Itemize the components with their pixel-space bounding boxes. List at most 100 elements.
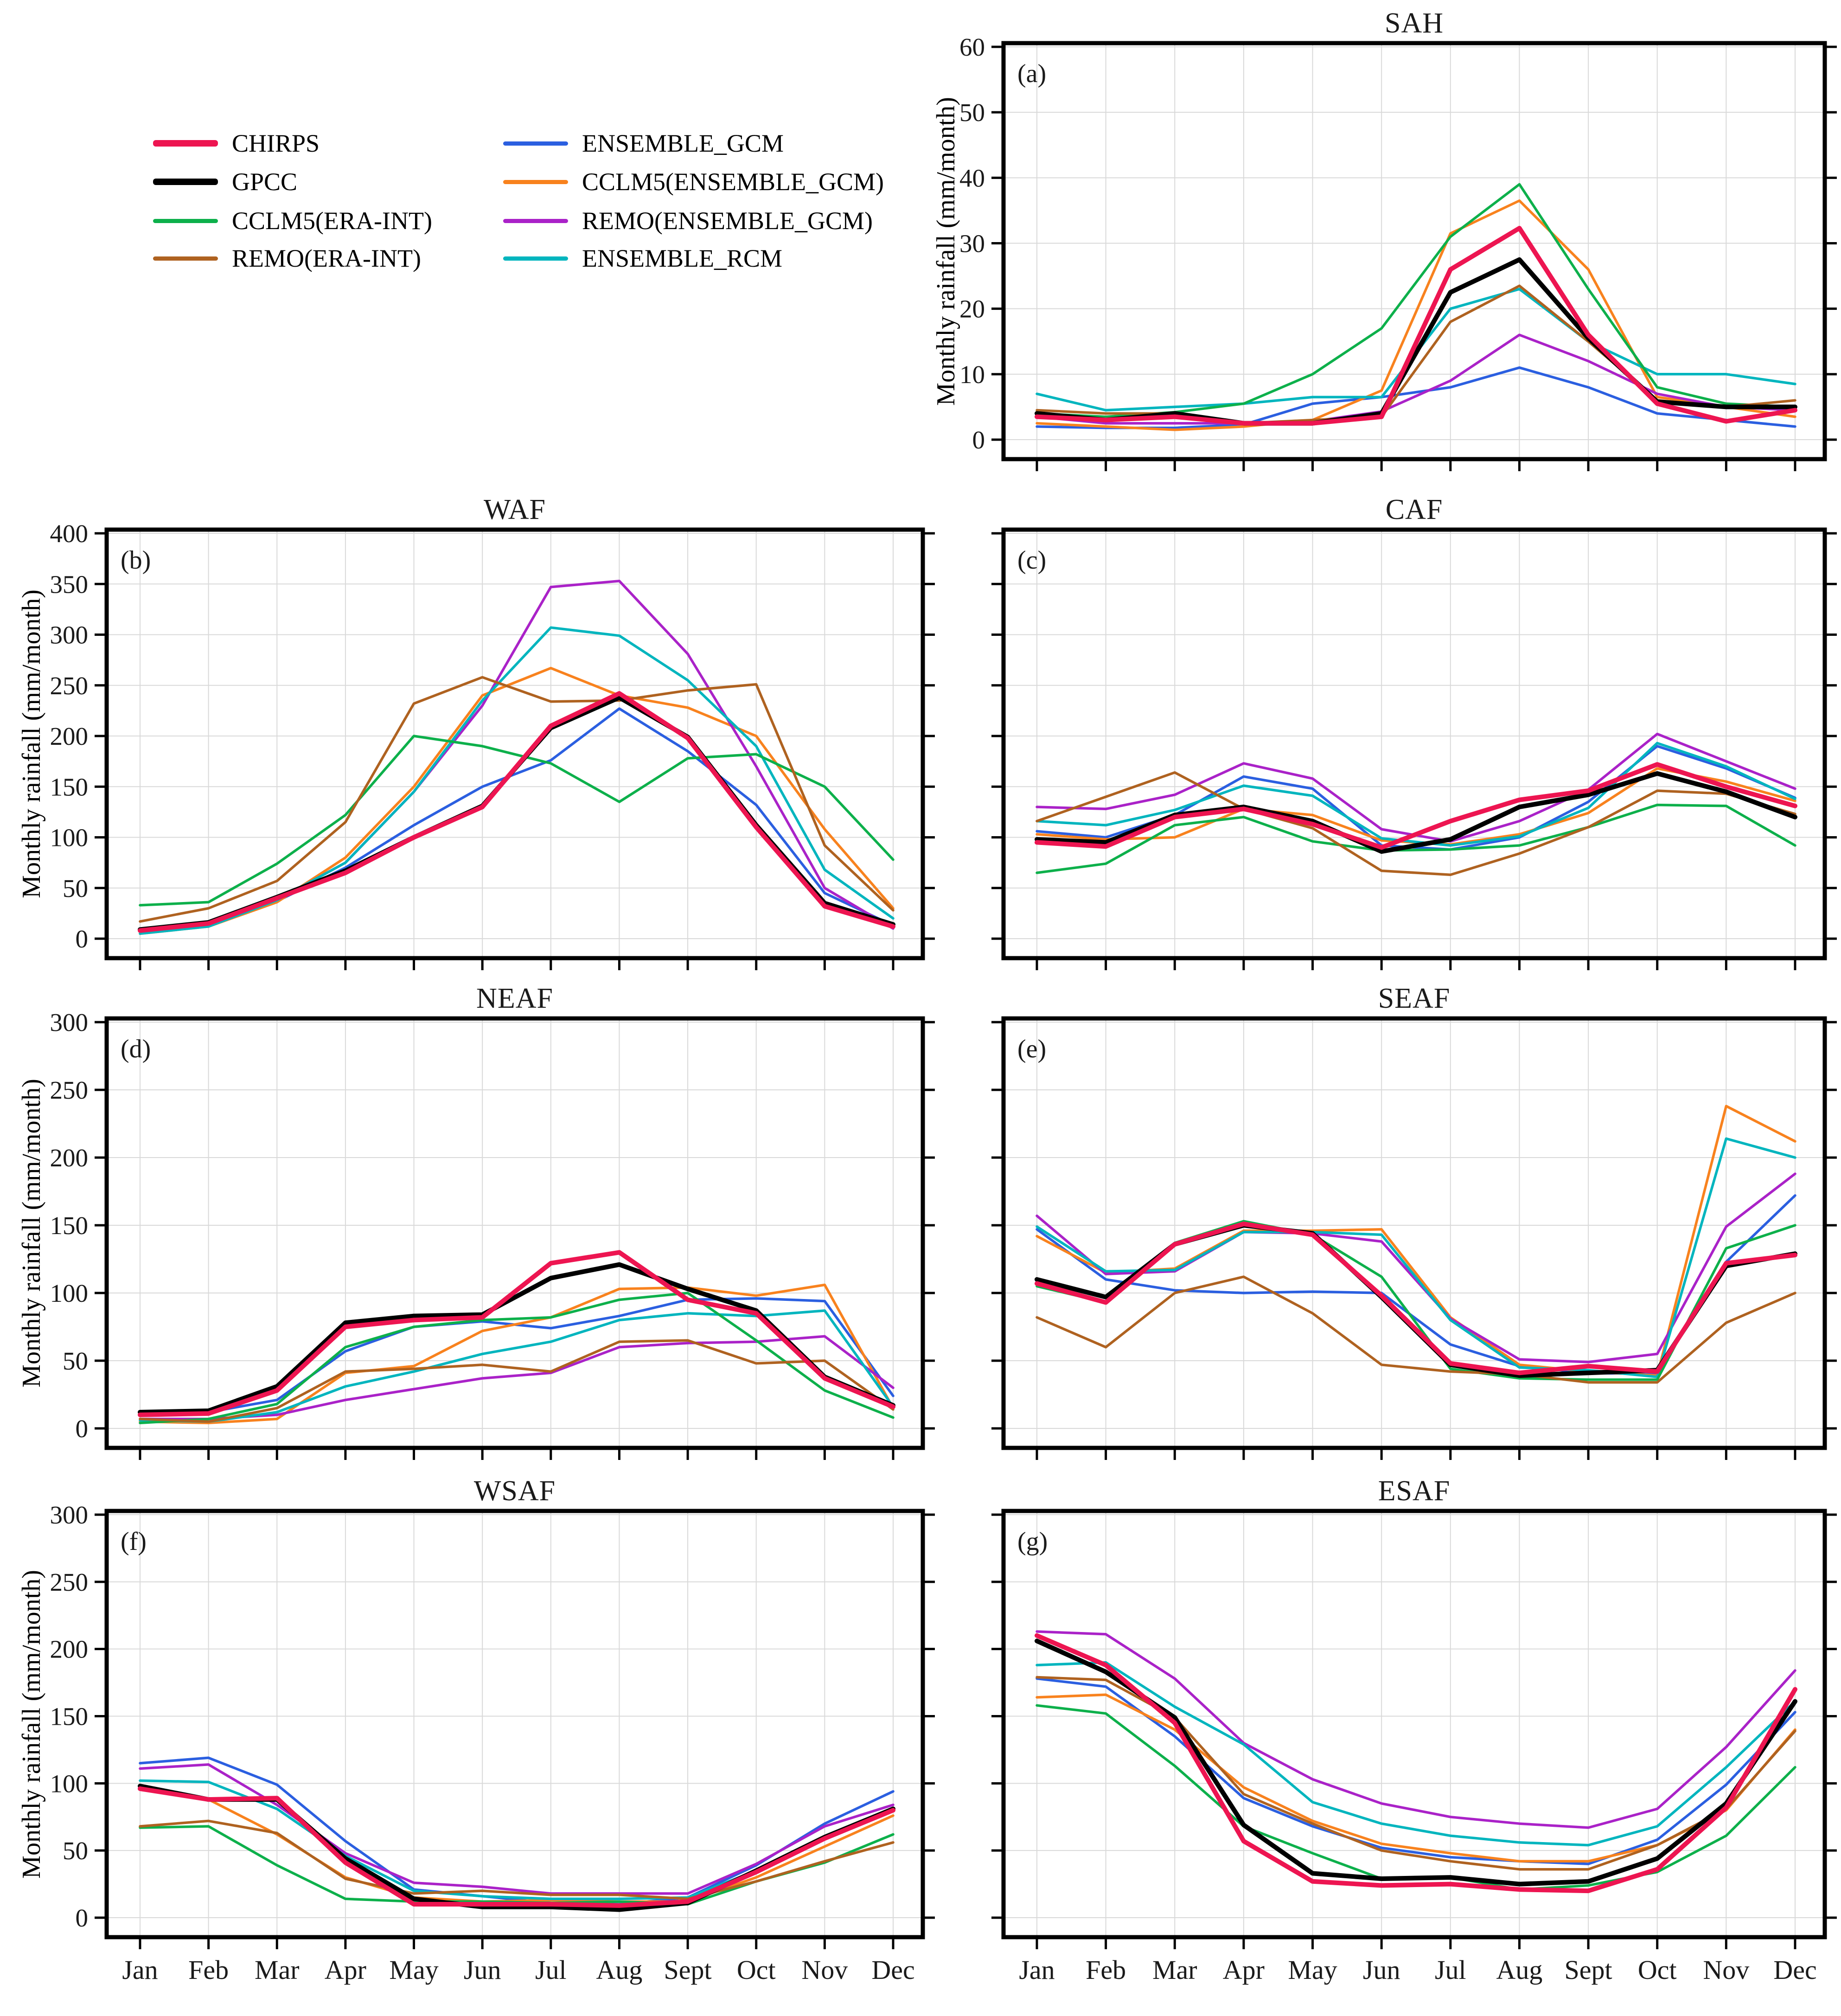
series-line-chirps [1035,226,1797,426]
panel-letter: (g) [1017,1527,1048,1556]
gridlines [1004,43,1825,459]
legend-label: REMO(ERA-INT) [232,244,421,272]
y-tick-label: 50 [959,98,985,127]
panel-letter: (a) [1017,59,1046,88]
legend-line-swatch [503,218,568,223]
axes-border [104,1016,925,1450]
plot-background [107,530,923,958]
y-tick-label: 60 [959,33,985,61]
x-tick-label: Mar [255,1955,300,1985]
panel-b-waf: 0 50 100 150 200 250 300 350 400 (b) [50,519,935,970]
y-tick-label: 150 [50,773,89,801]
series-line-ensemble-rcm [139,1309,895,1423]
tick-marks [95,532,935,970]
tick-marks [991,532,1837,970]
series-line-cclm5-ensemble-gcm- [139,1283,895,1425]
series-line-chirps [1035,762,1797,850]
x-tick-label: Nov [1703,1955,1749,1985]
y-tick-label: 250 [50,1076,89,1104]
panel-title-waf: WAF [484,494,546,525]
panel-letter: (b) [121,546,151,575]
series-line-cclm5-era-int- [139,1292,895,1425]
panel-c-caf: (c) [991,527,1837,970]
series-lines [1035,1105,1797,1384]
y-tick-label: 40 [959,164,985,192]
axes-border [104,527,925,960]
x-tick-label: Dec [871,1955,914,1985]
y-tick-label: 300 [50,1008,89,1037]
y-tick-label: 0 [76,1904,89,1932]
legend-item-gpcc: GPCC [153,167,297,196]
series-lines [1035,183,1797,431]
series-lines [138,1250,895,1425]
y-tick-label: 50 [63,874,88,902]
y-axis-label: Monthly rainfall (mm/month) [17,1079,46,1388]
series-line-ensemble-gcm [1036,366,1796,429]
legend-item-ensemble-rcm: ENSEMBLE_RCM [503,244,782,273]
y-tick-label: 150 [50,1702,89,1731]
legend-line-swatch [503,179,568,184]
x-tick-label: Aug [1496,1955,1543,1985]
legend-item-cclm5-era-int-: CCLM5(ERA-INT) [153,206,432,235]
gridlines [107,530,923,958]
y-tick-label: 200 [50,722,89,750]
panel-a-sah: 0 10 20 30 40 50 60 (a) [959,33,1837,471]
x-tick-label: Jun [1363,1955,1400,1985]
y-tick-label: 0 [972,426,985,454]
series-line-cclm5-era-int- [139,735,895,907]
tick-marks [991,1513,1837,1949]
series-line-remo-ensemble-gcm- [139,1335,895,1421]
plot-background [107,1511,923,1937]
series-line-chirps [138,1250,895,1417]
y-tick-label: 300 [50,1501,89,1529]
axes-border [1001,1016,1827,1450]
series-line-ensemble-rcm [1036,1137,1796,1378]
series-lines [1035,732,1797,877]
x-tick-label: Jul [1435,1955,1466,1985]
series-line-gpcc [1035,257,1797,426]
x-tick-labels: Jan Feb Mar Apr May Jun Jul Aug Sept Oct Nov Dec [122,1955,914,1985]
y-tick-label: 0 [76,1414,89,1443]
legend-item-ensemble-gcm: ENSEMBLE_GCM [503,129,784,158]
y-tick-label: 100 [50,1769,89,1798]
series-line-chirps [1035,1222,1797,1376]
series-lines [138,579,895,935]
x-tick-labels: Jan Feb Mar Apr May Jun Jul Aug Sept Oct Nov Dec [1019,1955,1816,1985]
series-line-chirps [138,1786,895,1908]
y-tick-label: 250 [50,1568,89,1596]
y-tick-label: 200 [50,1635,89,1664]
panel-title-seaf: SEAF [1378,983,1451,1014]
axes-border [1001,527,1827,960]
x-tick-label: Apr [1223,1955,1265,1985]
y-tick-label: 50 [63,1347,88,1375]
x-tick-label: Aug [596,1955,643,1985]
panel-letter: (c) [1017,546,1046,575]
x-tick-label: Sept [664,1955,712,1985]
x-tick-label: Jan [122,1955,158,1985]
series-line-remo-ensemble-gcm- [1036,333,1796,425]
series-line-remo-era-int- [139,1819,895,1901]
gridlines [107,1018,923,1448]
series-line-ensemble-gcm [1036,1677,1796,1865]
series-line-cclm5-ensemble-gcm- [139,1785,895,1903]
legend-label: REMO(ENSEMBLE_GCM) [582,207,873,235]
x-tick-label: Jun [464,1955,501,1985]
x-tick-label: Nov [801,1955,848,1985]
y-tick-label: 100 [50,1279,89,1307]
y-tick-label: 200 [50,1144,89,1172]
legend-label: CCLM5(ERA-INT) [232,207,432,235]
y-tick-label: 50 [63,1837,88,1865]
y-axis-label: Monthly rainfall (mm/month) [17,589,46,898]
x-tick-label: Apr [325,1955,366,1985]
x-tick-label: Oct [1638,1955,1677,1985]
legend-line-swatch [153,218,218,223]
tick-marks [95,1021,935,1460]
y-tick-label: 350 [50,570,89,598]
legend-item-remo-ensemble-gcm-: REMO(ENSEMBLE_GCM) [503,206,873,235]
panel-f-wsaf: 0 50 100 150 200 250 300 Jan Feb Mar Apr May Jun Jul A… [50,1501,935,1985]
series-line-ensemble-rcm [1036,1661,1796,1847]
y-tick-label: 20 [959,295,985,323]
legend-line-swatch [153,179,218,185]
axes-border [104,1509,925,1939]
